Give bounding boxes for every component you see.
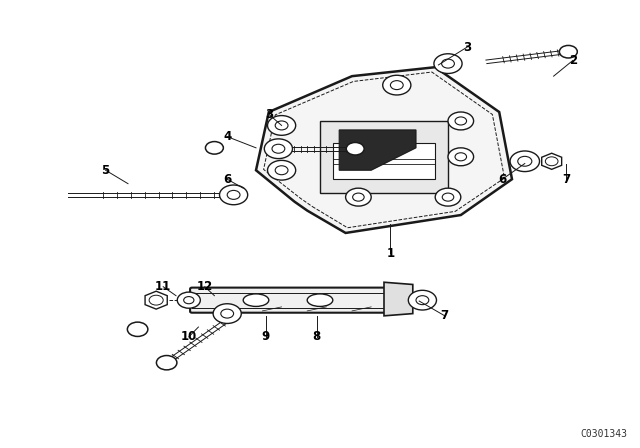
Circle shape [272,144,285,153]
Circle shape [442,193,454,201]
Text: 8: 8 [313,330,321,344]
Circle shape [442,59,454,68]
Circle shape [559,45,577,58]
Text: 3: 3 [463,40,471,54]
Text: 7: 7 [441,309,449,323]
Text: 5: 5 [102,164,109,177]
Circle shape [264,139,292,159]
Circle shape [213,304,241,323]
Circle shape [156,356,177,370]
Polygon shape [145,291,167,309]
Circle shape [390,81,403,90]
Circle shape [434,54,462,73]
Ellipse shape [243,294,269,306]
Circle shape [225,188,245,202]
Circle shape [346,142,364,155]
Circle shape [455,153,467,161]
Polygon shape [384,282,413,316]
Text: 3: 3 [265,108,273,121]
Circle shape [383,75,411,95]
Circle shape [518,156,532,166]
Text: 11: 11 [155,280,172,293]
Circle shape [127,322,148,336]
Polygon shape [541,153,562,169]
Polygon shape [320,121,448,193]
Polygon shape [256,67,512,233]
Circle shape [455,117,467,125]
Circle shape [275,121,288,130]
Circle shape [435,188,461,206]
Circle shape [510,151,540,172]
Polygon shape [339,130,416,170]
Circle shape [346,188,371,206]
Circle shape [268,160,296,180]
Circle shape [177,292,200,308]
Circle shape [220,185,248,205]
Text: C0301343: C0301343 [580,429,627,439]
Circle shape [545,157,558,166]
Circle shape [448,148,474,166]
Text: 7: 7 [563,172,570,186]
FancyBboxPatch shape [190,288,399,313]
Circle shape [448,112,474,130]
Text: 12: 12 [196,280,213,293]
Circle shape [221,309,234,318]
Text: 6: 6 [499,172,506,186]
Circle shape [184,297,194,304]
Circle shape [408,290,436,310]
Circle shape [275,166,288,175]
Text: 6: 6 [223,172,231,186]
Ellipse shape [307,294,333,306]
Circle shape [227,190,240,199]
Polygon shape [333,143,435,179]
Circle shape [205,142,223,154]
Text: 4: 4 [223,130,231,143]
Text: 10: 10 [180,330,197,344]
Text: 9: 9 [262,330,269,344]
Text: 2: 2 [569,54,577,67]
Circle shape [416,296,429,305]
Circle shape [149,295,163,305]
Circle shape [353,193,364,201]
Circle shape [268,116,296,135]
Text: 1: 1 [387,246,394,260]
